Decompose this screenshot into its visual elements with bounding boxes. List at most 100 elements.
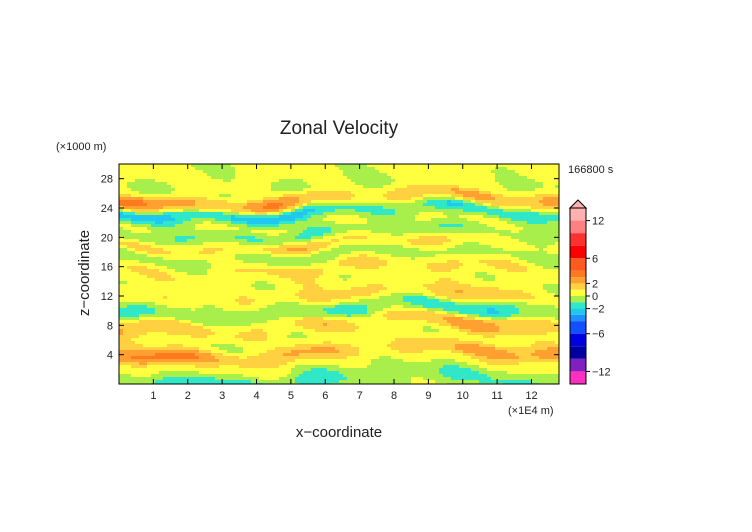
field-cell (495, 176, 500, 180)
field-cell (159, 248, 164, 252)
field-cell (123, 236, 128, 240)
field-cell (131, 284, 136, 288)
field-cell (155, 221, 160, 225)
field-cell (167, 191, 172, 195)
field-cell (287, 275, 292, 279)
field-cell (187, 176, 192, 180)
field-cell (191, 206, 196, 210)
field-cell (507, 218, 512, 222)
field-cell (367, 176, 372, 180)
field-cell (263, 290, 268, 294)
field-cell (427, 266, 432, 270)
field-cell (235, 296, 240, 300)
field-cell (527, 236, 532, 240)
field-cell (379, 230, 384, 234)
field-cell (263, 230, 268, 234)
field-cell (323, 209, 328, 213)
field-cell (303, 272, 308, 276)
field-cell (483, 266, 488, 270)
field-cell (231, 170, 236, 174)
field-cell (395, 215, 400, 219)
field-cell (327, 179, 332, 183)
field-cell (311, 275, 316, 279)
field-cell (391, 236, 396, 240)
field-cell (203, 290, 208, 294)
field-cell (343, 239, 348, 243)
field-cell (275, 254, 280, 258)
field-cell (475, 203, 480, 207)
field-cell (143, 188, 148, 192)
field-cell (211, 206, 216, 210)
field-cell (227, 257, 232, 261)
field-cell (543, 182, 548, 186)
field-cell (411, 254, 416, 258)
field-cell (471, 221, 476, 225)
field-cell (451, 230, 456, 234)
field-cell (231, 167, 236, 171)
field-cell (431, 197, 436, 201)
field-cell (203, 287, 208, 291)
field-cell (531, 284, 536, 288)
field-cell (367, 188, 372, 192)
field-cell (323, 218, 328, 222)
field-cell (131, 182, 136, 186)
field-cell (423, 173, 428, 177)
field-cell (519, 248, 524, 252)
field-cell (447, 218, 452, 222)
field-cell (163, 236, 168, 240)
field-cell (447, 281, 452, 285)
field-cell (399, 188, 404, 192)
field-cell (235, 257, 240, 261)
field-cell (159, 176, 164, 180)
field-cell (243, 296, 248, 300)
field-cell (523, 215, 528, 219)
field-cell (307, 173, 312, 177)
field-cell (451, 218, 456, 222)
field-cell (391, 293, 396, 297)
field-cell (519, 179, 524, 183)
field-cell (371, 167, 376, 171)
field-cell (131, 236, 136, 240)
field-cell (259, 170, 264, 174)
field-cell (443, 170, 448, 174)
field-cell (419, 281, 424, 285)
field-cell (519, 203, 524, 207)
field-cell (383, 254, 388, 258)
field-cell (471, 233, 476, 237)
field-cell (447, 170, 452, 174)
field-cell (203, 248, 208, 252)
field-cell (475, 209, 480, 213)
field-cell (119, 251, 124, 255)
field-cell (535, 182, 540, 186)
field-cell (243, 293, 248, 297)
field-cell (515, 221, 520, 225)
field-cell (515, 176, 520, 180)
field-cell (367, 167, 372, 171)
field-cell (283, 167, 288, 171)
field-cell (355, 284, 360, 288)
field-cell (427, 284, 432, 288)
field-cell (299, 176, 304, 180)
field-cell (547, 275, 552, 279)
field-cell (387, 230, 392, 234)
field-cell (167, 266, 172, 270)
field-cell (423, 185, 428, 189)
field-cell (211, 239, 216, 243)
field-cell (435, 266, 440, 270)
field-cell (131, 266, 136, 270)
field-cell (419, 266, 424, 270)
field-cell (499, 290, 504, 294)
field-cell (371, 197, 376, 201)
field-cell (247, 170, 252, 174)
field-cell (207, 221, 212, 225)
field-cell (555, 239, 559, 243)
field-cell (139, 281, 144, 285)
field-cell (327, 281, 332, 285)
field-cell (215, 173, 220, 177)
field-cell (175, 248, 180, 252)
field-cell (399, 230, 404, 234)
field-cell (319, 164, 324, 168)
field-cell (299, 167, 304, 171)
field-cell (459, 236, 464, 240)
field-cell (247, 218, 252, 222)
